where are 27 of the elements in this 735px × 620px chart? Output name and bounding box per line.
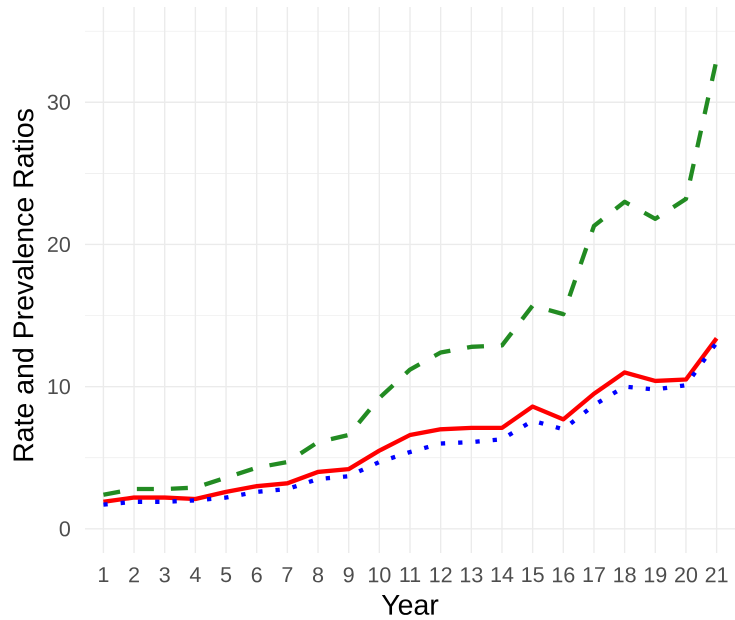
y-tick-label: 20 bbox=[48, 236, 70, 252]
x-tick-label: 6 bbox=[252, 567, 262, 582]
x-tick-label: 18 bbox=[614, 567, 636, 582]
y-axis-title: Rate and Prevalence Ratios bbox=[12, 109, 34, 461]
x-tick-label: 20 bbox=[675, 567, 698, 582]
x-tick-label: 8 bbox=[312, 567, 324, 582]
y-tick-label: 10 bbox=[48, 379, 70, 394]
x-tick-label: 17 bbox=[584, 567, 605, 582]
x-tick-label: 10 bbox=[369, 567, 390, 582]
x-tick-label: 3 bbox=[160, 567, 170, 582]
x-tick-label: 13 bbox=[461, 567, 482, 582]
x-tick-label: 14 bbox=[492, 567, 514, 582]
x-tick-label: 5 bbox=[220, 567, 232, 582]
y-tick-label: 0 bbox=[60, 521, 70, 536]
x-tick-label: 9 bbox=[344, 567, 354, 582]
x-tick-label: 21 bbox=[706, 567, 728, 582]
x-tick-label: 15 bbox=[522, 567, 544, 582]
x-tick-label: 19 bbox=[644, 567, 666, 582]
x-tick-label: 11 bbox=[400, 567, 420, 582]
x-tick-label: 12 bbox=[430, 567, 452, 582]
x-tick-label: 1 bbox=[99, 567, 108, 582]
x-tick-label: 7 bbox=[282, 567, 292, 582]
x-tick-label: 2 bbox=[129, 567, 139, 582]
x-tick-label: 4 bbox=[190, 567, 201, 582]
x-tick-label: 16 bbox=[552, 567, 574, 582]
y-tick-label: 30 bbox=[48, 94, 70, 110]
x-axis-title: Year bbox=[382, 595, 438, 615]
